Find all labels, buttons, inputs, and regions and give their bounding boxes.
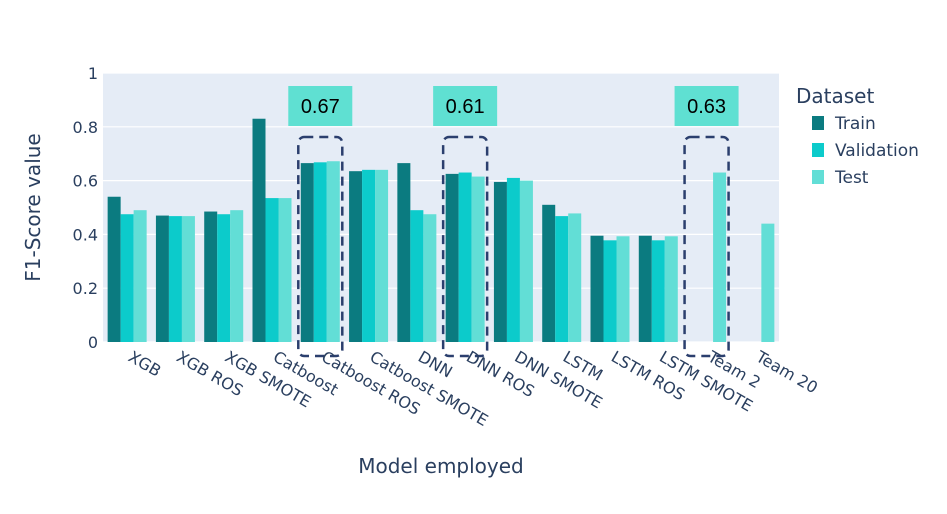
bar-validation-dnn[interactable] (410, 210, 424, 342)
bar-train-lstm[interactable] (542, 204, 556, 342)
bar-validation-xgb[interactable] (120, 214, 134, 342)
x-tick-label: XGB (125, 347, 164, 381)
bar-test-catboost-ros[interactable] (326, 161, 340, 342)
highlight-box (441, 135, 489, 358)
bar-train-catboost-ros[interactable] (300, 163, 314, 342)
annotation-label: 0.63 (687, 96, 726, 118)
bar-validation-catboost[interactable] (265, 198, 279, 342)
highlight-boxes (297, 135, 730, 358)
bar-train-lstm-ros[interactable] (590, 235, 604, 342)
y-tick-label: 0 (88, 333, 98, 352)
bar-test-team-20[interactable] (761, 223, 775, 342)
bar-validation-lstm-ros[interactable] (603, 240, 617, 342)
y-tick-label: 0.2 (73, 279, 98, 298)
legend-title: Dataset (796, 84, 874, 108)
bar-train-xgb-smote[interactable] (204, 211, 218, 342)
annotation-label: 0.61 (446, 96, 485, 118)
y-axis-ticks: 0 0.2 0.4 0.6 0.8 1 (73, 64, 98, 352)
bar-test-xgb-smote[interactable] (230, 210, 244, 342)
legend-swatch-test[interactable] (812, 170, 824, 184)
y-tick-label: 0.6 (73, 172, 98, 191)
bar-validation-dnn-ros[interactable] (458, 172, 472, 342)
legend-swatch-validation[interactable] (812, 143, 824, 157)
bar-validation-catboost-smote[interactable] (362, 169, 376, 342)
bar-validation-xgb-smote[interactable] (217, 214, 231, 342)
y-tick-label: 0.8 (73, 118, 98, 137)
bar-test-lstm[interactable] (568, 213, 582, 342)
bar-test-xgb-ros[interactable] (181, 216, 195, 342)
bar-train-xgb-ros[interactable] (155, 215, 169, 342)
annotation-box (288, 86, 353, 126)
bar-train-catboost[interactable] (252, 118, 266, 342)
bar-validation-dnn-smote[interactable] (506, 177, 520, 342)
x-tick-label: Team 20 (752, 347, 821, 398)
bar-test-dnn-smote[interactable] (519, 180, 533, 342)
annotation-box (674, 86, 739, 126)
bar-train-dnn-ros[interactable] (445, 173, 459, 342)
bar-test-lstm-ros[interactable] (616, 236, 630, 342)
bar-validation-lstm-smote[interactable] (651, 240, 665, 342)
annotation-label: 0.67 (301, 96, 340, 118)
highlight-box (297, 135, 344, 358)
bars (107, 118, 775, 342)
y-axis-title: F1-Score value (21, 133, 45, 281)
y-tick-label: 0.4 (73, 225, 98, 244)
bar-train-dnn[interactable] (397, 163, 411, 342)
bar-test-lstm-smote[interactable] (664, 236, 678, 342)
annotations: 0.67 0.61 0.63 (288, 86, 739, 126)
bar-train-lstm-smote[interactable] (638, 235, 652, 342)
highlight-box (683, 135, 730, 358)
bar-validation-catboost-ros[interactable] (313, 162, 327, 342)
bar-train-dnn-smote[interactable] (493, 181, 507, 342)
legend[interactable]: Dataset Train Validation Test (796, 84, 919, 188)
bar-test-xgb[interactable] (133, 210, 147, 342)
bar-test-dnn-ros[interactable] (471, 176, 485, 342)
bar-validation-lstm[interactable] (555, 216, 569, 342)
annotation-box (433, 86, 498, 126)
legend-label-train[interactable]: Train (834, 114, 876, 134)
bar-test-dnn[interactable] (423, 214, 437, 342)
x-axis-title: Model employed (358, 454, 524, 478)
legend-label-test[interactable]: Test (834, 168, 869, 188)
bar-test-catboost-smote[interactable] (375, 169, 389, 342)
y-tick-label: 1 (88, 64, 98, 83)
bar-train-xgb[interactable] (107, 196, 121, 342)
bar-validation-xgb-ros[interactable] (168, 216, 182, 342)
bar-test-catboost[interactable] (278, 198, 292, 342)
legend-swatch-train[interactable] (812, 116, 824, 130)
bar-train-catboost-smote[interactable] (349, 171, 363, 342)
bar-test-team-2[interactable] (713, 172, 727, 342)
legend-label-validation[interactable]: Validation (835, 141, 919, 161)
